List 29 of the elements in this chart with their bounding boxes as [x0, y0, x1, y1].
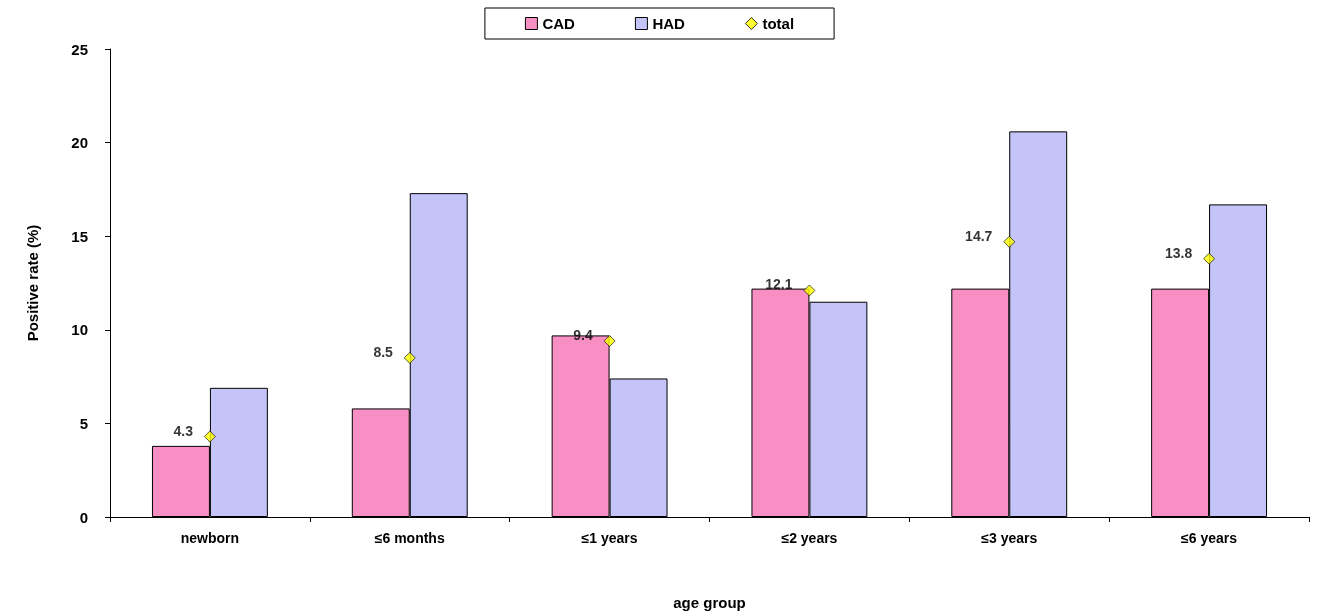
legend-label: total: [762, 15, 795, 32]
data-label: 4.3: [173, 422, 194, 439]
x-axis-title: age group: [673, 594, 746, 611]
y-tick-label: 5: [79, 414, 88, 432]
point: [803, 284, 816, 297]
data-label: 12.1: [765, 276, 793, 293]
legend-label: HAD: [652, 15, 686, 32]
data-label: 13.8: [1164, 244, 1193, 261]
x-tick-label: ≤6 years: [1181, 530, 1238, 546]
x-tick-label: ≤6 months: [374, 530, 445, 546]
x-tick-label: ≤2 years: [781, 530, 838, 546]
y-tick-label: 15: [71, 227, 88, 245]
x-tick-label: newborn: [180, 530, 240, 546]
point: [603, 335, 616, 347]
y-tick-label: 0: [79, 508, 88, 526]
point: [403, 351, 416, 364]
point: [1203, 252, 1215, 265]
y-tick-label: 20: [71, 134, 88, 152]
point: [1003, 235, 1016, 248]
point: [204, 430, 216, 443]
data-label: 14.7: [965, 227, 993, 244]
data-label: 8.5: [373, 343, 394, 360]
y-axis-title: Positive rate (%): [24, 224, 41, 342]
data-label: 9.4: [573, 327, 593, 344]
y-tick-label: 25: [71, 40, 88, 58]
x-tick-label: ≤3 years: [981, 530, 1038, 546]
y-tick-label: 10: [71, 321, 88, 339]
legend-label: CAD: [542, 15, 576, 32]
x-tick-label: ≤1 years: [581, 530, 638, 546]
